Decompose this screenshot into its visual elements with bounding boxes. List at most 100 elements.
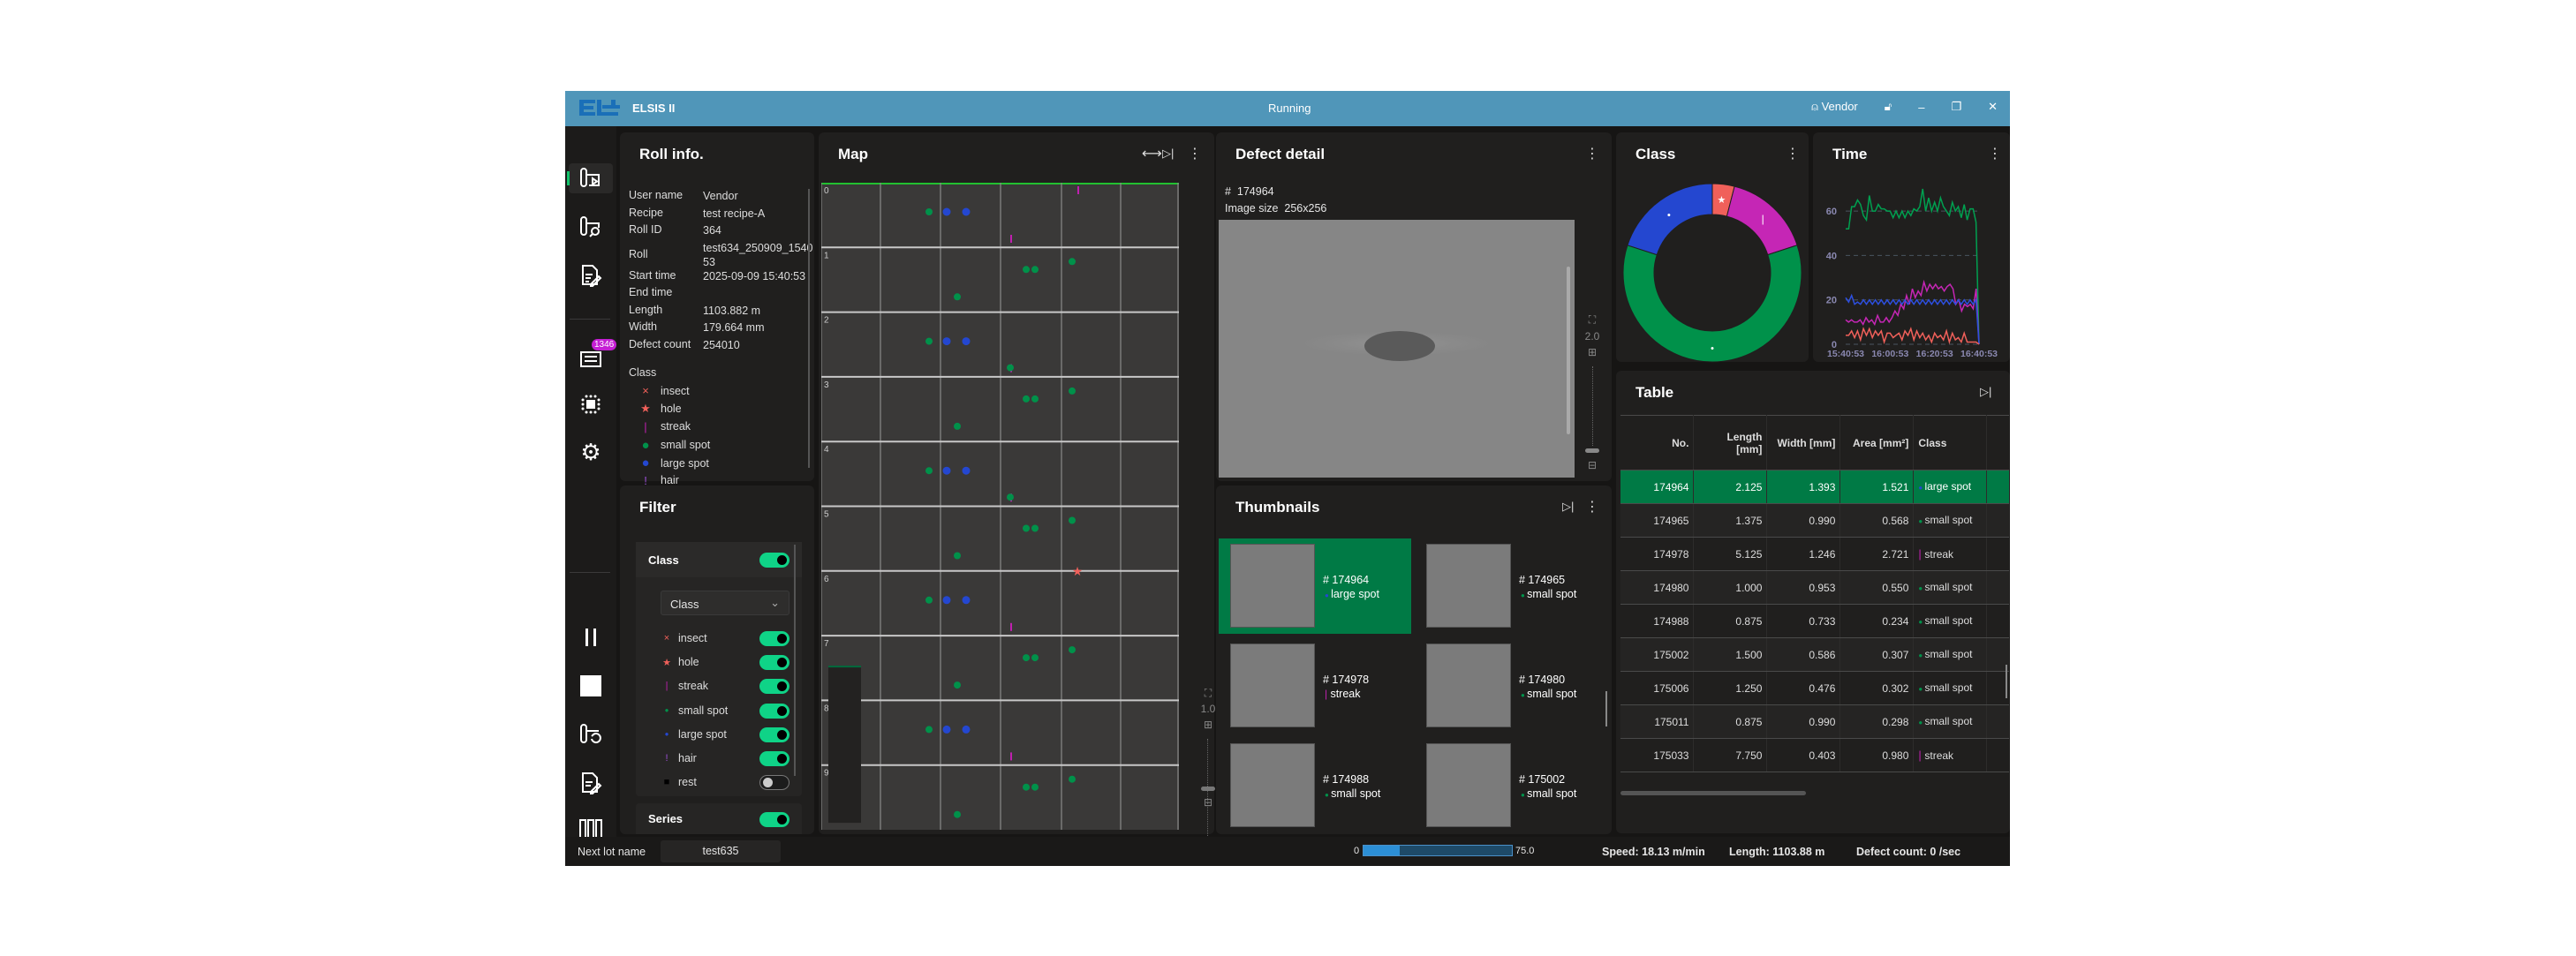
map-grid-button[interactable] (569, 389, 613, 419)
stop-button[interactable] (569, 671, 613, 701)
filter-toggle-small-spot[interactable] (759, 703, 789, 719)
more-menu-icon[interactable]: ⋮ (1585, 147, 1599, 162)
filter-item-label: small spot (678, 704, 729, 717)
report-button[interactable] (569, 768, 613, 798)
class-donut-chart[interactable]: ★ | ● ● (1621, 182, 1803, 364)
column-header[interactable]: X [m (1986, 415, 2009, 470)
pause-button[interactable] (569, 622, 613, 652)
zoom-in-button[interactable]: ⊞ (1203, 719, 1213, 731)
filter-toggle-large-spot[interactable] (759, 726, 789, 742)
skip-to-end-icon[interactable]: ▷| (1980, 385, 1992, 398)
filter-toggle-insect[interactable] (759, 631, 789, 646)
hair-icon: ! (665, 753, 669, 764)
time-line-chart[interactable]: 0 20 40 60 15:40:53 16:00:53 16:20:53 16:40:53 (1813, 177, 2010, 362)
scrollbar[interactable] (1567, 267, 1570, 434)
thumbnail-item[interactable]: # 174964 ● large spot (1219, 538, 1411, 634)
defect-image[interactable] (1219, 220, 1575, 478)
y-tick-label: 20 (1826, 296, 1837, 306)
restore-icon[interactable]: ❐ (1951, 100, 1962, 113)
cell-no: 175006 (1620, 671, 1695, 705)
next-lot-input[interactable]: test635 (661, 840, 781, 862)
more-menu-icon[interactable]: ⋮ (1585, 500, 1599, 515)
series-line-2 (1845, 293, 1980, 345)
roll-play-button[interactable] (567, 163, 613, 193)
column-header[interactable]: Width [mm] (1766, 415, 1841, 470)
filter-toggle-hair[interactable] (759, 751, 789, 766)
column-header[interactable]: Class (1913, 415, 1988, 470)
zoom-out-button[interactable]: ⊟ (1203, 796, 1213, 809)
cell-area: 0.302 (1839, 671, 1915, 705)
scrollbar[interactable] (794, 545, 796, 776)
filter-toggle-rest[interactable] (759, 775, 789, 791)
time-chart-panel: Time ⋮ 0 20 40 60 15:40:53 16:00:53 16:20:53 16… (1813, 132, 2010, 362)
roll-search-button[interactable] (569, 212, 613, 242)
zoom-slider-handle[interactable] (1201, 787, 1215, 791)
report-edit-icon (582, 772, 602, 794)
more-menu-icon[interactable]: ⋮ (1188, 147, 1202, 162)
cell-width: 0.953 (1766, 570, 1841, 605)
defect-list-button[interactable]: 1346 (569, 339, 617, 373)
map-defect-streak (1010, 235, 1012, 243)
cell-x: 103.1 (1986, 671, 2009, 705)
thumbnail-item[interactable]: # 175002 ● small spot (1415, 738, 1607, 833)
defect-map[interactable]: 0 1 2 3 4 5 6 7 8 9 ★ (821, 183, 1183, 832)
lock-icon[interactable]: 🔓︎ (1884, 100, 1892, 113)
speed-progress-bar (1363, 845, 1513, 856)
series-toggle[interactable] (759, 812, 789, 827)
cell-area: 0.980 (1839, 738, 1915, 772)
column-header[interactable]: Area [mm²] (1839, 415, 1915, 470)
map-defect-large-spot (962, 466, 971, 475)
scrollbar[interactable] (1605, 691, 1607, 726)
filter-toggle-hole[interactable] (759, 655, 789, 671)
horizontal-scrollbar[interactable] (1620, 791, 1806, 795)
report-edit-button[interactable] (569, 260, 613, 290)
class-icon: ● (1918, 651, 1925, 659)
zoom-slider[interactable] (1207, 739, 1208, 862)
rest-icon: ■ (663, 777, 670, 788)
info-value: 254010 (703, 338, 740, 351)
scrollbar[interactable] (808, 189, 810, 468)
roll-restart-button[interactable] (569, 719, 613, 749)
settings-button[interactable]: ⚙ (569, 437, 613, 467)
skip-to-end-icon[interactable]: ▷| (1562, 500, 1575, 513)
zoom-slider-handle[interactable] (1585, 448, 1599, 453)
minimize-icon[interactable]: – (1918, 100, 1925, 114)
map-defect-small-spot (954, 681, 961, 689)
zoom-in-button[interactable]: ⊞ (1587, 346, 1598, 358)
fit-icon[interactable]: ⛶ (1204, 687, 1212, 699)
more-menu-icon[interactable]: ⋮ (1786, 147, 1800, 162)
thumbnail-item[interactable]: # 174965 ● small spot (1415, 538, 1607, 634)
fit-width-icon[interactable]: ⟷ (1142, 147, 1162, 162)
thumbnail-item[interactable]: # 174980 ● small spot (1415, 638, 1607, 734)
dot-grid-icon (581, 395, 601, 414)
column-header[interactable]: No. (1620, 415, 1695, 470)
column-header[interactable]: Length [mm] (1693, 415, 1768, 470)
thumbnail-item[interactable]: # 174988 ● small spot (1219, 738, 1411, 833)
cell-area: 0.298 (1839, 704, 1915, 739)
skip-to-end-icon[interactable]: ▷| (1162, 147, 1175, 160)
defect-list-icon (580, 351, 601, 367)
filter-toggle-streak[interactable] (759, 679, 789, 695)
map-row-label: 0 (824, 186, 829, 196)
fit-icon[interactable]: ⛶ (1588, 313, 1597, 326)
class-dropdown[interactable]: Class ⌄ (661, 591, 789, 615)
class-toggle[interactable] (759, 553, 789, 568)
thumbnail-image (1230, 743, 1315, 827)
user-button[interactable]: ⍝ Vendor (1811, 100, 1858, 114)
map-defect-small-spot (1031, 783, 1039, 791)
close-icon[interactable]: ✕ (1988, 100, 1998, 113)
thumbnail-item[interactable]: # 174978 | streak (1219, 638, 1411, 734)
more-menu-icon[interactable]: ⋮ (1988, 147, 2002, 162)
zoom-slider[interactable] (1592, 366, 1593, 446)
zoom-out-button[interactable]: ⊟ (1587, 459, 1598, 471)
scrollbar[interactable] (2006, 665, 2007, 698)
